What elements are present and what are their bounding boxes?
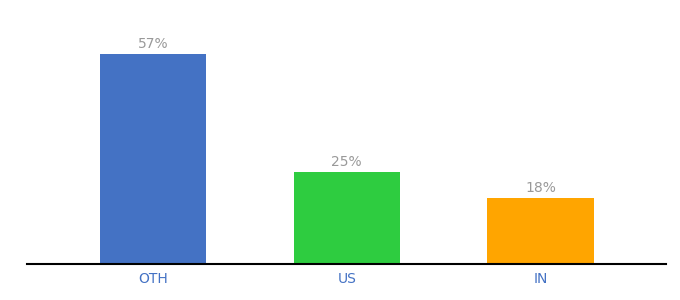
- Bar: [294, 172, 400, 264]
- Text: 18%: 18%: [525, 181, 556, 195]
- Text: 25%: 25%: [331, 155, 362, 169]
- Text: 57%: 57%: [138, 37, 169, 51]
- Bar: [488, 197, 594, 264]
- Bar: [100, 53, 206, 264]
